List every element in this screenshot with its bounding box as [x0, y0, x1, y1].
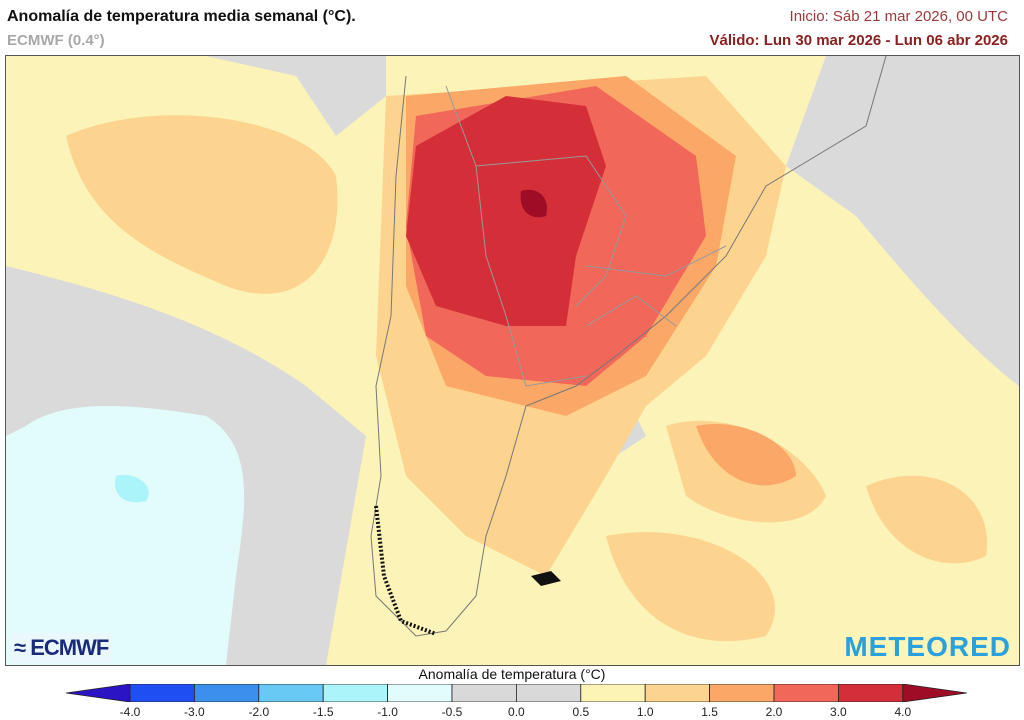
ecmwf-logo-icon: ≈: [14, 635, 26, 660]
colorbar-under-arrow: [66, 684, 131, 702]
very-hot-zone: [406, 96, 606, 326]
colorbar-tick-label: 0.0: [508, 705, 525, 719]
colorbar-segment: [709, 684, 775, 702]
init-time: Inicio: Sáb 21 mar 2026, 00 UTC: [789, 8, 1008, 25]
extreme-spot: [520, 189, 547, 218]
colorbar-segment: [580, 684, 646, 702]
colorbar-tick-label: -0.5: [441, 705, 463, 719]
anomaly-map: ≈ ECMWF METEORED: [5, 55, 1020, 666]
colorbar-tick-label: -3.0: [184, 705, 205, 719]
model-label: ECMWF (0.4°): [7, 32, 105, 49]
colorbar-segment: [387, 684, 453, 702]
map-canvas: [6, 56, 1019, 665]
orange-zone: [696, 424, 796, 486]
valid-period: Válido: Lun 30 mar 2026 - Lun 06 abr 202…: [709, 32, 1008, 49]
colorbar-over-arrow: [902, 684, 967, 702]
cool-zone: [6, 406, 245, 665]
colorbar-segment: [838, 684, 904, 702]
chile-fjords: [374, 505, 437, 636]
colorbar-tick-label: 2.0: [765, 705, 783, 719]
colorbar-segment: [258, 684, 324, 702]
warm-zone: [866, 475, 988, 564]
borders: [445, 85, 727, 387]
colorbar-tick-label: 1.0: [636, 705, 654, 719]
colorbar-segment: [451, 684, 517, 702]
cold-spot: [115, 475, 149, 503]
neutral-zone: [786, 56, 1019, 386]
ecmwf-logo: ≈ ECMWF: [10, 633, 113, 663]
neutral-zone: [6, 56, 386, 136]
colorbar-segment: [644, 684, 711, 702]
colorbar-tick-label: 0.5: [572, 705, 590, 719]
colorbar-segment: [193, 684, 260, 702]
colorbar-tick-label: -2.0: [248, 705, 270, 719]
colorbar-segment: [515, 684, 582, 702]
colorbar-segment: [129, 684, 195, 702]
colorbar-tick-label: 4.0: [894, 705, 912, 719]
falkland-islands: [531, 571, 561, 586]
warm-zone: [606, 532, 776, 642]
coastline: [370, 56, 887, 637]
meteored-logo: METEORED: [840, 631, 1015, 663]
colorbar-segment: [773, 684, 839, 702]
map-title: Anomalía de temperatura media semanal (°…: [7, 8, 356, 25]
colorbar-tick-label: -4.0: [119, 705, 141, 719]
colorbar-title: Anomalía de temperatura (°C): [418, 666, 606, 682]
ecmwf-logo-text: ECMWF: [30, 635, 109, 660]
colorbar: [66, 684, 967, 702]
colorbar-segment: [322, 684, 389, 702]
colorbar-tick-label: 1.5: [701, 705, 718, 719]
colorbar-tick-label: -1.5: [312, 705, 334, 719]
colorbar-tick-label: -1.0: [377, 705, 398, 719]
warm-zone: [66, 115, 338, 294]
colorbar-tick-label: 3.0: [830, 705, 847, 719]
